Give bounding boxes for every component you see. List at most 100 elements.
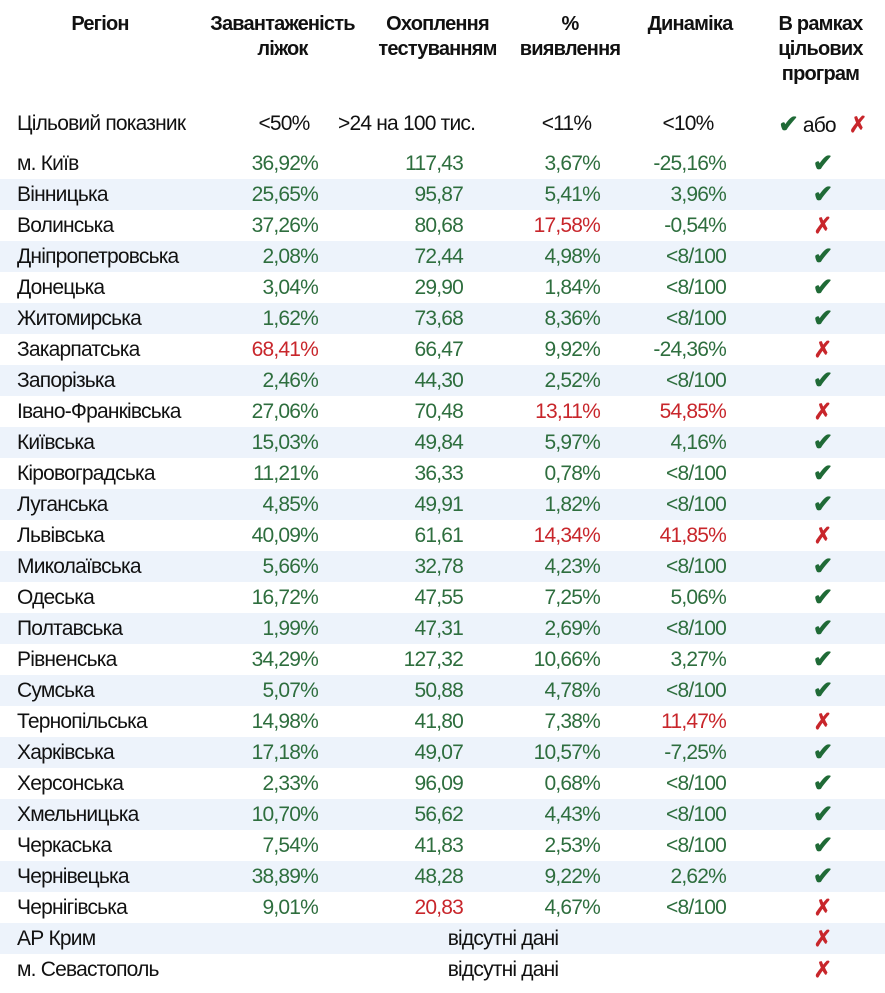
table-row: Миколаївська 5,66% 32,78 4,23% <8/100 ✔ [0,551,885,582]
region-name: м. Київ [17,151,79,175]
check-icon: ✔ [812,677,833,704]
beds-value: 7,54% [262,833,318,857]
beds-value: 3,04% [262,275,318,299]
detection-value: 7,38% [544,709,600,733]
testing-value: 29,90 [414,275,463,299]
check-icon: ✔ [812,274,833,301]
dynamics-value: <8/100 [665,802,727,826]
cross-icon: ✗ [813,336,832,362]
testing-value: 41,80 [414,709,463,733]
table-header: Регіон Завантаженість ліжок Охоплення те… [0,12,885,92]
region-name: Хмельницька [17,802,139,826]
detection-value: 0,78% [544,461,600,485]
target-detection: <11% [541,112,592,135]
table-row: м. Севастополь відсутні дані ✗ [0,954,885,985]
beds-value: 1,99% [262,616,318,640]
header-dynamics: Динаміка [647,13,734,35]
beds-value: 2,08% [262,244,318,268]
check-icon: ✔ [812,770,833,797]
header-testing: Охоплення тестуванням [378,13,497,60]
dynamics-value: 41,85% [659,523,727,547]
beds-value: 2,33% [262,771,318,795]
beds-value: 37,26% [251,213,319,237]
testing-value: 117,43 [405,151,464,175]
detection-value: 14,34% [533,523,601,547]
region-name: Чернівецька [17,864,130,888]
region-name: Тернопільська [17,709,148,733]
target-legend: ✔ або ✗ [760,110,885,139]
region-name: Львівська [17,523,105,547]
beds-value: 4,85% [262,492,318,516]
check-icon: ✔ [812,181,833,208]
header-programs: В рамках цільових програм [778,13,863,85]
testing-value: 49,84 [414,430,463,454]
check-icon: ✔ [812,739,833,766]
detection-value: 17,58% [533,213,601,237]
table-row: Луганська 4,85% 49,91 1,82% <8/100 ✔ [0,489,885,520]
region-name: АР Крим [17,926,96,950]
testing-value: 49,91 [414,492,463,516]
missing-data: відсутні дані [447,926,559,950]
beds-value: 16,72% [251,585,319,609]
table-row: Хмельницька 10,70% 56,62 4,43% <8/100 ✔ [0,799,885,830]
region-name: Закарпатська [17,337,140,361]
check-icon: ✔ [812,491,833,518]
dynamics-value: <8/100 [665,461,727,485]
header-region: Регіон [71,13,129,35]
region-name: Київська [17,430,95,454]
testing-value: 96,09 [414,771,463,795]
table-row: Тернопільська 14,98% 41,80 7,38% 11,47% ✗ [0,706,885,737]
detection-value: 2,53% [544,833,600,857]
detection-value: 2,52% [544,368,600,392]
testing-value: 66,47 [414,337,463,361]
table-row: м. Київ 36,92% 117,43 3,67% -25,16% ✔ [0,148,885,179]
target-or: або [802,113,837,137]
dynamics-value: <8/100 [665,492,727,516]
check-icon: ✔ [812,305,833,332]
testing-value: 41,83 [414,833,463,857]
detection-value: 5,97% [544,430,600,454]
testing-value: 47,55 [414,585,463,609]
check-icon: ✔ [812,646,833,673]
table-row: Харківська 17,18% 49,07 10,57% -7,25% ✔ [0,737,885,768]
testing-value: 56,62 [414,802,463,826]
region-name: Житомирська [17,306,142,330]
region-name: Одеська [17,585,95,609]
check-icon: ✔ [812,863,833,890]
detection-value: 2,69% [544,616,600,640]
table-row: Дніпропетровська 2,08% 72,44 4,98% <8/100 ✔ [0,241,885,272]
dynamics-value: 2,62% [670,864,726,888]
region-name: Харківська [17,740,115,764]
header-beds: Завантаженість ліжок [210,13,355,60]
cross-icon: ✗ [813,956,832,982]
detection-value: 9,92% [544,337,600,361]
beds-value: 27,06% [251,399,319,423]
table-row: Чернівецька 38,89% 48,28 9,22% 2,62% ✔ [0,861,885,892]
dynamics-value: <8/100 [665,368,727,392]
dynamics-value: -0,54% [664,213,727,237]
dynamics-value: 5,06% [670,585,726,609]
detection-value: 1,84% [544,275,600,299]
table-row: АР Крим відсутні дані ✗ [0,923,885,954]
dynamics-value: -24,36% [653,337,726,361]
dynamics-value: <8/100 [665,895,727,919]
cross-icon: ✗ [813,522,832,548]
missing-data: відсутні дані [447,957,559,981]
detection-value: 4,98% [544,244,600,268]
cross-icon: ✗ [813,398,832,424]
detection-value: 7,25% [544,585,600,609]
check-icon: ✔ [812,429,833,456]
table-row: Сумська 5,07% 50,88 4,78% <8/100 ✔ [0,675,885,706]
testing-value: 80,68 [414,213,463,237]
dynamics-value: <8/100 [665,678,727,702]
dynamics-value: <8/100 [665,771,727,795]
table-row: Вінницька 25,65% 95,87 5,41% 3,96% ✔ [0,179,885,210]
region-name: Кіровоградська [17,461,156,485]
dynamics-value: -25,16% [653,151,726,175]
dynamics-value: <8/100 [665,616,727,640]
dynamics-value: <8/100 [665,306,727,330]
check-icon: ✔ [812,801,833,828]
testing-value: 44,30 [414,368,463,392]
beds-value: 1,62% [262,306,318,330]
region-name: Полтавська [17,616,123,640]
